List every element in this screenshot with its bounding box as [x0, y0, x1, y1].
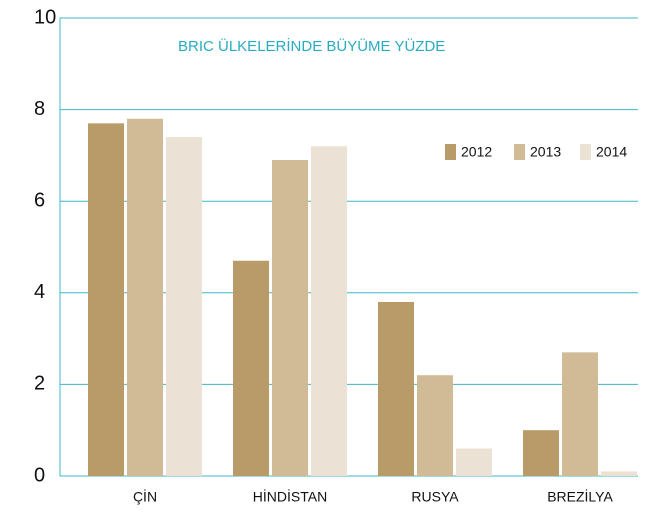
y-tick-label: 6: [34, 189, 45, 211]
legend-label: 2013: [530, 144, 561, 160]
bar: [88, 123, 124, 476]
bar: [166, 137, 202, 476]
y-tick-label: 4: [34, 281, 45, 303]
bar: [601, 471, 637, 476]
bar: [456, 448, 492, 476]
y-tick-label: 0: [34, 464, 45, 486]
bar: [562, 352, 598, 476]
legend-label: 2014: [596, 144, 627, 160]
bar: [417, 375, 453, 476]
bar: [127, 118, 163, 476]
y-tick-label: 10: [34, 6, 56, 28]
legend-label: 2012: [461, 144, 492, 160]
bar: [378, 301, 414, 476]
x-tick-label: HİNDİSTAN: [253, 488, 327, 505]
x-tick-label: ÇİN: [133, 488, 157, 505]
x-tick-label: BREZİLYA: [547, 488, 613, 505]
legend-swatch: [514, 144, 525, 160]
bar: [272, 159, 308, 477]
chart-title: BRIC ÜLKELERİNDE BÜYÜME YÜZDE: [178, 37, 445, 55]
legend-swatch: [445, 144, 456, 160]
bar: [311, 146, 347, 477]
y-tick-label: 2: [34, 373, 45, 395]
y-tick-label: 8: [34, 98, 45, 120]
legend-swatch: [580, 144, 591, 160]
x-tick-label: RUSYA: [411, 489, 459, 505]
bar: [523, 430, 559, 476]
bar: [233, 260, 269, 476]
